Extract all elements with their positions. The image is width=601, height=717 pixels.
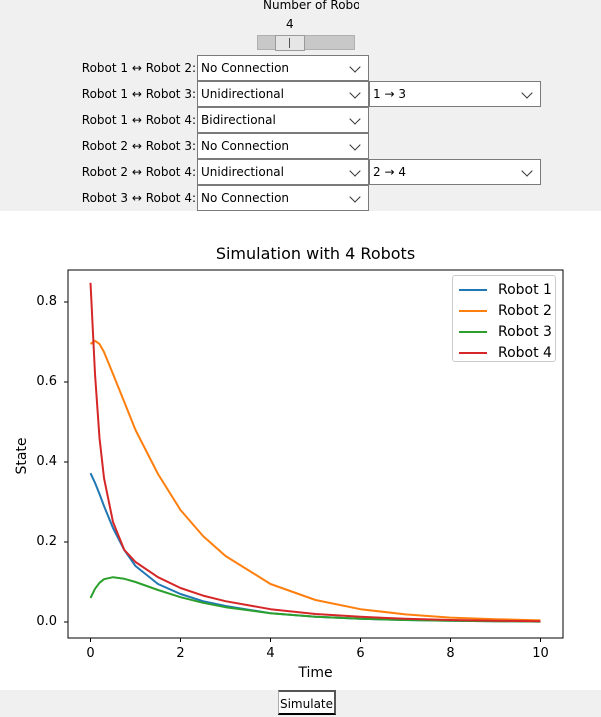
chevron-down-icon	[349, 113, 361, 125]
footer-bar: Simulate	[0, 690, 601, 715]
y-tick-label: 0.4	[36, 454, 57, 469]
robot-count-label: Number of Robots	[263, 0, 359, 12]
legend-swatch	[459, 289, 487, 291]
series-line-robot-2	[89, 339, 541, 622]
chevron-down-icon	[349, 165, 361, 177]
connection-type-value: Bidirectional	[201, 113, 276, 127]
x-tick-label: 0	[86, 646, 95, 661]
x-tick-label: 2	[176, 646, 185, 661]
slider-grip-icon	[289, 38, 290, 48]
x-tick-label: 10	[532, 646, 549, 661]
legend-swatch	[459, 310, 487, 312]
chart-title: Simulation with 4 Robots	[215, 244, 416, 263]
connection-type-value: Unidirectional	[201, 165, 284, 179]
legend-swatch	[459, 352, 487, 354]
legend-item: Robot 4	[459, 344, 555, 362]
chart-canvas	[64, 269, 564, 642]
direction-value: 2 → 4	[373, 165, 406, 179]
robot-count-slider-handle[interactable]	[275, 35, 305, 51]
connection-type-select-2-4[interactable]: Unidirectional	[197, 159, 369, 185]
y-tick-label: 0.8	[36, 294, 57, 309]
x-tick-label: 4	[266, 646, 275, 661]
robot-count-slider[interactable]	[257, 35, 355, 50]
series-line-robot-3	[89, 576, 541, 623]
chevron-down-icon	[349, 139, 361, 151]
plot-frame	[67, 269, 564, 639]
y-axis-label: State	[14, 437, 30, 475]
direction-value: 1 → 3	[373, 87, 406, 101]
connection-controls-panel: Number of Robots 4 Robot 1 ↔ Robot 2: No…	[0, 0, 601, 211]
legend-item: Robot 3	[459, 323, 555, 341]
legend-swatch	[459, 331, 487, 333]
connection-type-select-1-4[interactable]: Bidirectional	[197, 107, 369, 133]
connection-type-select-3-4[interactable]: No Connection	[197, 185, 369, 211]
connection-label-2-4: Robot 2 ↔ Robot 4:	[81, 165, 196, 179]
chevron-down-icon	[521, 87, 533, 99]
legend-label: Robot 3	[498, 324, 552, 340]
chevron-down-icon	[521, 165, 533, 177]
connection-type-value: No Connection	[201, 191, 290, 205]
connection-type-select-1-3[interactable]: Unidirectional	[197, 81, 369, 107]
direction-select-2-4[interactable]: 2 → 4	[369, 159, 541, 185]
connection-label-2-3: Robot 2 ↔ Robot 3:	[81, 139, 196, 153]
simulation-plot: Simulation with 4 Robots 0 2 4 6 8 10 0.0 0.2 0.…	[0, 211, 601, 690]
connection-label-1-2: Robot 1 ↔ Robot 2:	[81, 61, 196, 75]
chevron-down-icon	[349, 61, 361, 73]
legend-label: Robot 1	[498, 282, 552, 298]
connection-type-value: Unidirectional	[201, 87, 284, 101]
connection-label-3-4: Robot 3 ↔ Robot 4:	[81, 191, 196, 205]
connection-type-value: No Connection	[201, 139, 290, 153]
x-tick-label: 6	[356, 646, 365, 661]
legend-label: Robot 2	[498, 303, 552, 319]
connection-type-select-1-2[interactable]: No Connection	[197, 55, 369, 81]
connection-type-select-2-3[interactable]: No Connection	[197, 133, 369, 159]
chart-legend: Robot 1 Robot 2 Robot 3 Robot 4	[452, 275, 556, 362]
y-tick-label: 0.6	[36, 374, 57, 389]
connection-label-1-4: Robot 1 ↔ Robot 4:	[81, 113, 196, 127]
y-tick-label: 0.2	[36, 534, 57, 549]
direction-select-1-3[interactable]: 1 → 3	[369, 81, 541, 107]
connection-type-value: No Connection	[201, 61, 290, 75]
chevron-down-icon	[349, 87, 361, 99]
chevron-down-icon	[349, 191, 361, 203]
legend-item: Robot 1	[459, 281, 555, 299]
x-axis-label: Time	[298, 665, 333, 681]
series-line-robot-4	[89, 282, 541, 623]
legend-item: Robot 2	[459, 302, 555, 320]
y-tick-label: 0.0	[36, 614, 57, 629]
legend-label: Robot 4	[498, 345, 552, 361]
simulate-button[interactable]: Simulate	[278, 690, 336, 715]
connection-label-1-3: Robot 1 ↔ Robot 3:	[81, 87, 196, 101]
robot-count-value: 4	[286, 17, 294, 31]
x-tick-label: 8	[446, 646, 455, 661]
